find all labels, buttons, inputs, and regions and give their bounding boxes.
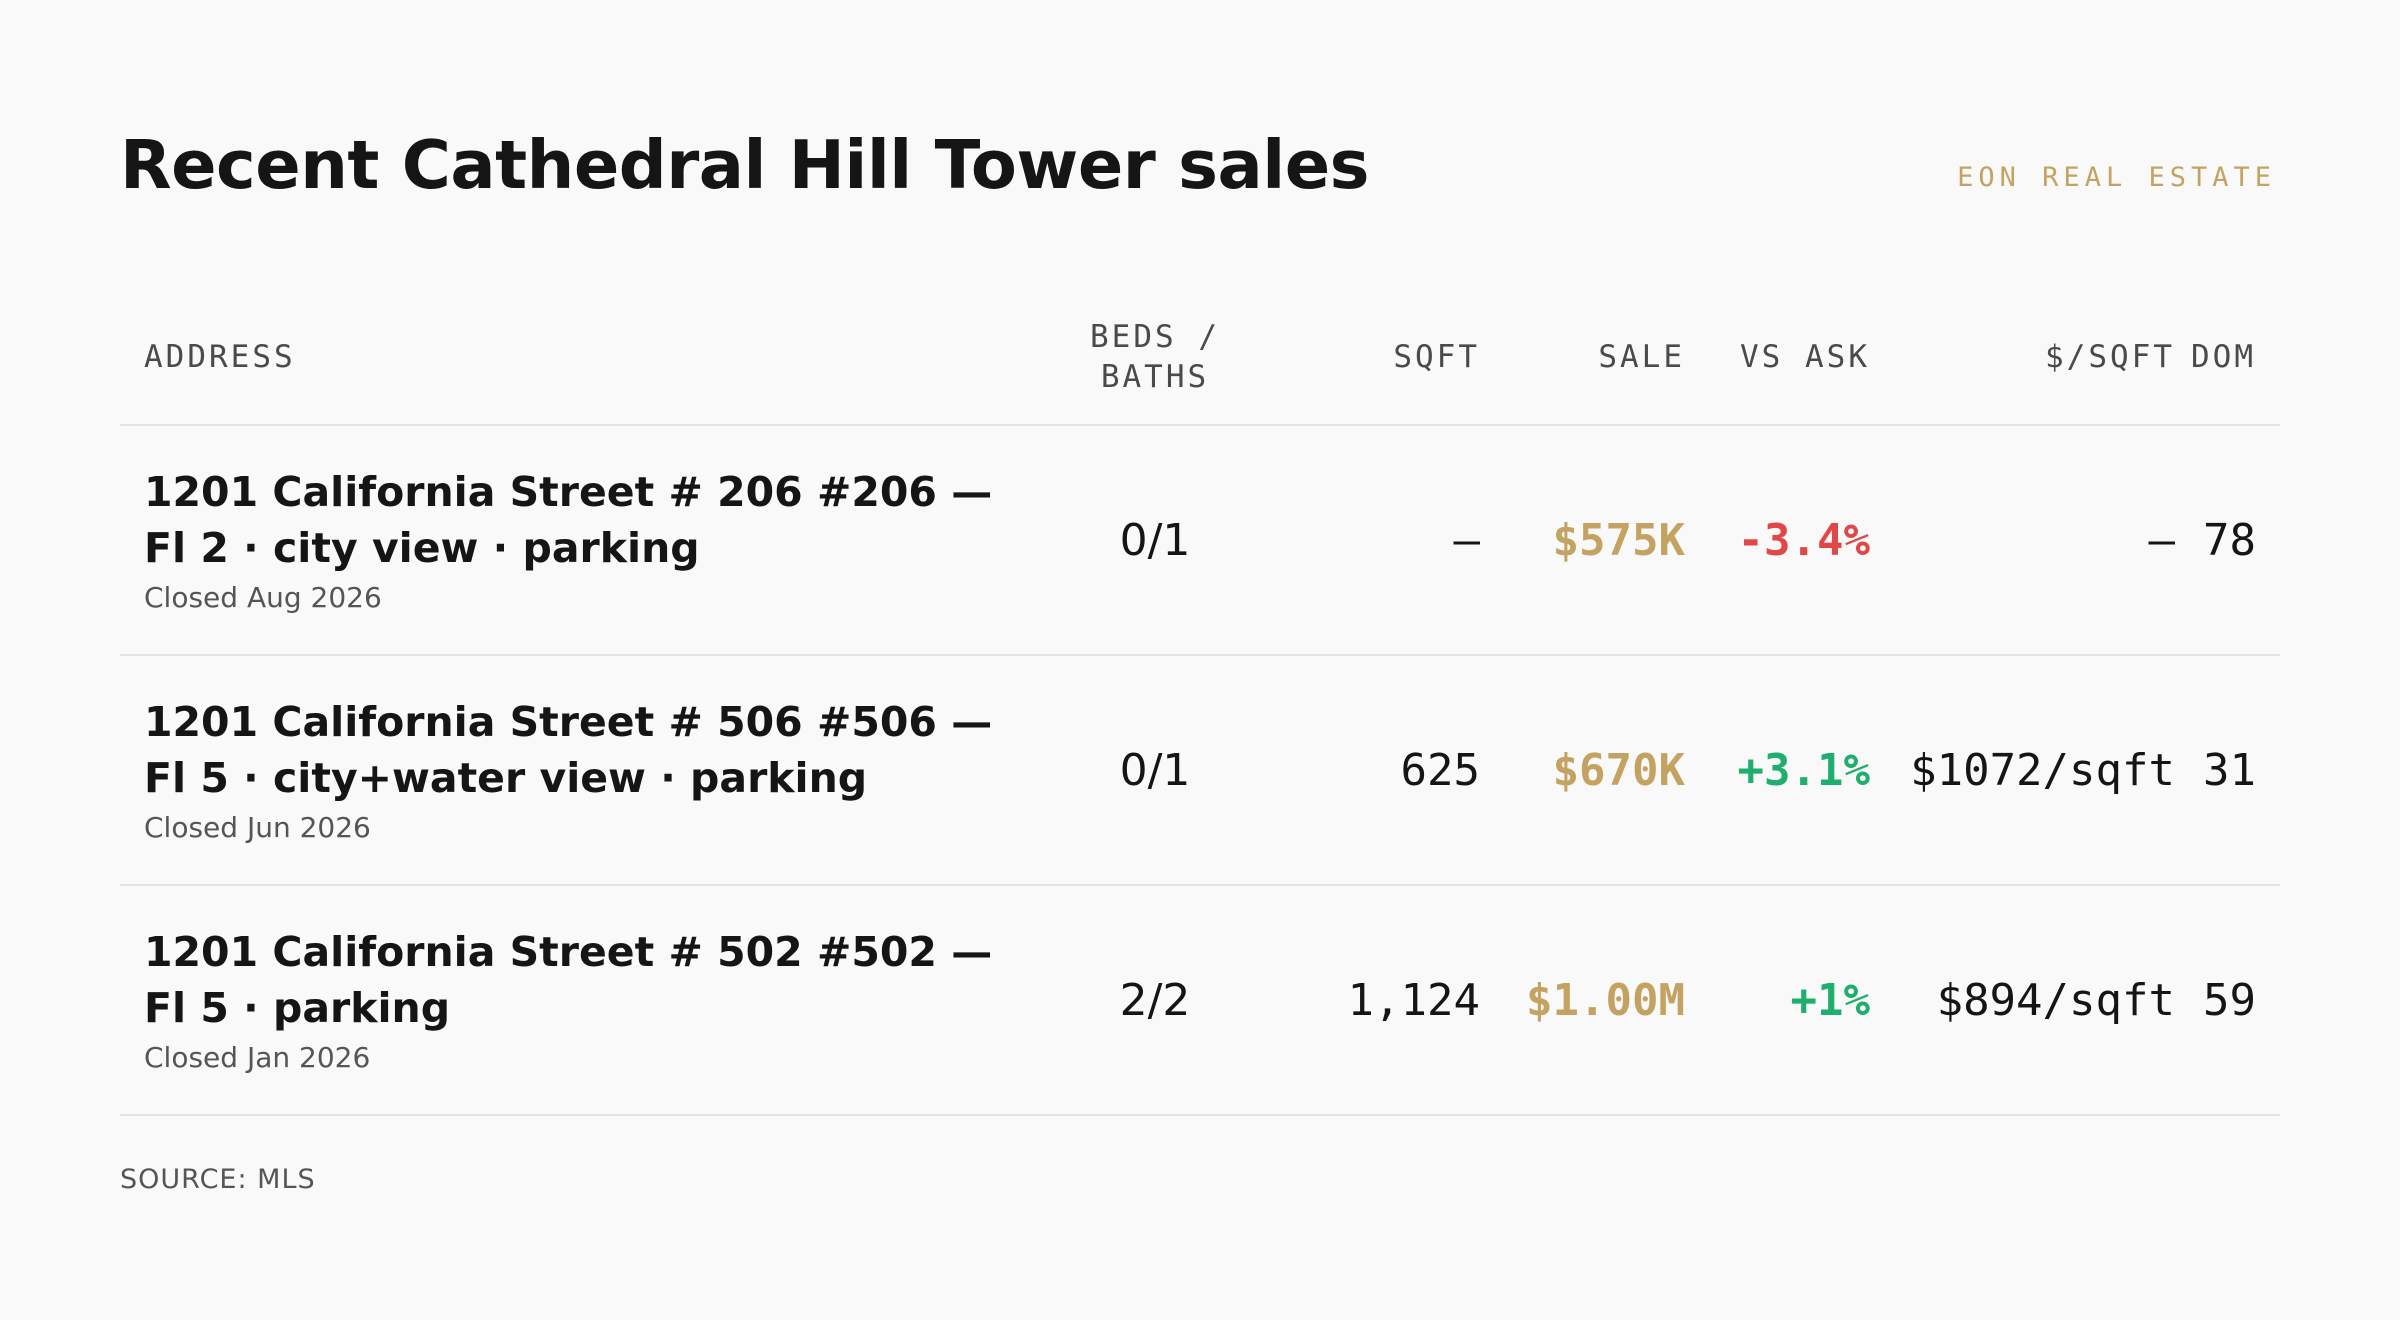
table-row: 1201 California Street # 506 #506 — Fl 5…: [120, 655, 2280, 886]
sqft-cell: —: [1270, 425, 1480, 656]
sqft-cell: 625: [1270, 655, 1480, 886]
table-body: 1201 California Street # 206 #206 — Fl 2…: [120, 425, 2280, 1116]
table-header: ADDRESS BEDS / BATHS SQFT SALE VS ASK $/…: [120, 290, 2280, 426]
header-row: ADDRESS BEDS / BATHS SQFT SALE VS ASK $/…: [120, 290, 2280, 426]
price-per-sqft-cell: $894/sqft: [1870, 885, 2175, 1116]
source-note: SOURCE: MLS: [120, 1164, 316, 1195]
vs-ask-cell: -3.4%: [1685, 425, 1870, 656]
dom-cell: 59: [2175, 885, 2280, 1116]
address-cell: 1201 California Street # 502 #502 — Fl 5…: [120, 885, 1040, 1116]
vs-ask-cell: +3.1%: [1685, 655, 1870, 886]
column-header-address: ADDRESS: [120, 290, 1040, 426]
address-text: 1201 California Street # 506 #506 — Fl 5…: [144, 698, 993, 802]
sale-price-cell: $1.00M: [1480, 885, 1685, 1116]
table-row: 1201 California Street # 502 #502 — Fl 5…: [120, 885, 2280, 1116]
address-cell: 1201 California Street # 506 #506 — Fl 5…: [120, 655, 1040, 886]
column-header-beds-baths: BEDS / BATHS: [1040, 290, 1270, 426]
dom-cell: 78: [2175, 425, 2280, 656]
sales-table: ADDRESS BEDS / BATHS SQFT SALE VS ASK $/…: [120, 290, 2280, 1116]
beds-baths-cell: 0/1: [1040, 425, 1270, 656]
price-per-sqft-cell: —: [1870, 425, 2175, 656]
column-header-beds-baths-line1: BEDS /: [1090, 319, 1220, 355]
address-cell: 1201 California Street # 206 #206 — Fl 2…: [120, 425, 1040, 656]
report-header: Recent Cathedral Hill Tower sales EON RE…: [120, 120, 2280, 220]
table-row: 1201 California Street # 206 #206 — Fl 2…: [120, 425, 2280, 656]
sales-report: Recent Cathedral Hill Tower sales EON RE…: [120, 0, 2280, 1320]
sale-price-cell: $670K: [1480, 655, 1685, 886]
column-header-vs-ask: VS ASK: [1685, 290, 1870, 426]
column-header-sale: SALE: [1480, 290, 1685, 426]
closed-date: Closed Jun 2026: [144, 811, 371, 844]
closed-date: Closed Jan 2026: [144, 1041, 371, 1074]
brand-name: EON REAL ESTATE: [1957, 162, 2276, 193]
address-text: 1201 California Street # 206 #206 — Fl 2…: [144, 468, 993, 572]
address-text: 1201 California Street # 502 #502 — Fl 5…: [144, 928, 993, 1032]
price-per-sqft-cell: $1072/sqft: [1870, 655, 2175, 886]
column-header-sqft: SQFT: [1270, 290, 1480, 426]
column-header-price-per-sqft: $/SQFT: [1870, 290, 2175, 426]
beds-baths-cell: 0/1: [1040, 655, 1270, 886]
beds-baths-cell: 2/2: [1040, 885, 1270, 1116]
dom-cell: 31: [2175, 655, 2280, 886]
sqft-cell: 1,124: [1270, 885, 1480, 1116]
sale-price-cell: $575K: [1480, 425, 1685, 656]
page-title: Recent Cathedral Hill Tower sales: [120, 126, 1370, 204]
closed-date: Closed Aug 2026: [144, 581, 382, 614]
vs-ask-cell: +1%: [1685, 885, 1870, 1116]
column-header-dom: DOM: [2175, 290, 2280, 426]
column-header-beds-baths-line2: BATHS: [1100, 359, 1210, 395]
